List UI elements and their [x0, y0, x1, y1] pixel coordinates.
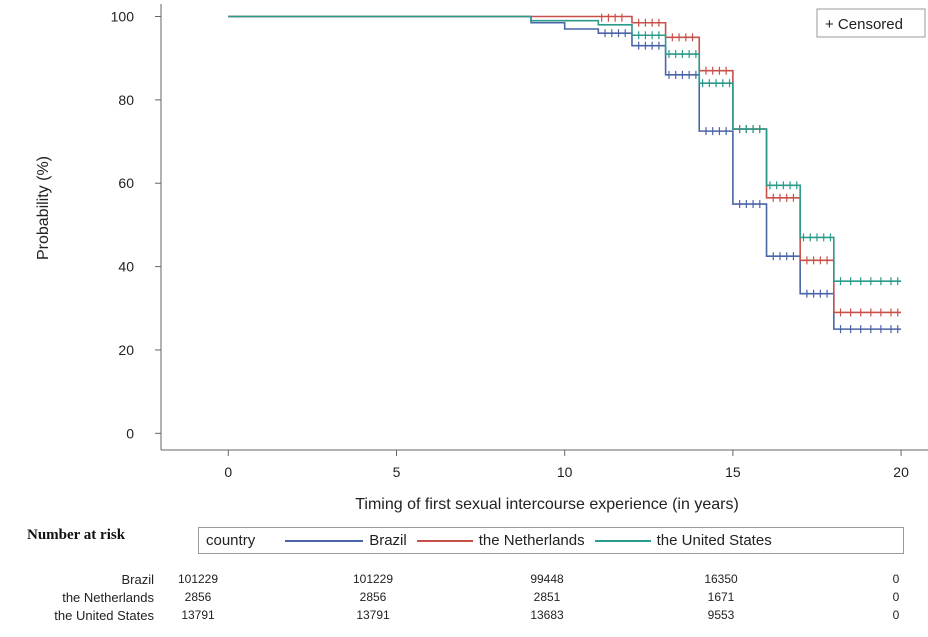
- risk-cell: 16350: [704, 572, 738, 586]
- legend-swatch-netherlands: [416, 539, 473, 542]
- censored-legend: + Censored: [816, 8, 926, 38]
- series-brazil: [228, 15, 902, 334]
- risk-cell: 101229: [352, 572, 394, 586]
- risk-row-united-states: the United States 13791 13791 13683 9553…: [0, 608, 928, 626]
- censored-legend-label: + Censored: [825, 16, 903, 33]
- legend-title: country: [206, 532, 256, 549]
- legend-entry-brazil: Brazil: [285, 532, 407, 549]
- risk-cell: 9553: [707, 608, 735, 622]
- number-at-risk-title: Number at risk: [27, 527, 126, 543]
- y-tick-label: 60: [118, 175, 134, 191]
- x-tick-label: 10: [557, 464, 573, 480]
- risk-cell: 99448: [530, 572, 564, 586]
- y-tick-label: 80: [118, 92, 134, 108]
- y-tick-label: 40: [118, 259, 134, 275]
- y-axis-title: Probability (%): [35, 156, 52, 260]
- country-legend: country Brazil the Netherlands the Unite…: [198, 527, 904, 554]
- risk-row-label: Brazil: [121, 572, 154, 587]
- risk-cell: 1671: [707, 590, 735, 604]
- series-the-united-states: [228, 15, 902, 286]
- risk-row-label: the Netherlands: [62, 590, 154, 605]
- risk-cell: 2856: [359, 590, 387, 604]
- risk-cell: 13791: [181, 608, 215, 622]
- plot-axes: 0 20 40 60 80 100 0 5 10 15 20: [111, 4, 928, 480]
- y-tick-label: 100: [111, 9, 135, 25]
- risk-row-label: the United States: [54, 608, 154, 623]
- legend-swatch-brazil: [285, 539, 364, 542]
- risk-table: Brazil 101229 101229 99448 16350 0 the N…: [0, 572, 928, 626]
- risk-row-brazil: Brazil 101229 101229 99448 16350 0: [0, 572, 928, 590]
- x-tick-label: 0: [224, 464, 232, 480]
- risk-cell: 13683: [530, 608, 564, 622]
- legend-label-netherlands: the Netherlands: [478, 532, 585, 549]
- legend-entry-united-states: the United States: [594, 532, 772, 549]
- x-tick-label: 20: [893, 464, 909, 480]
- survival-curve-line: [228, 15, 902, 282]
- y-tick-label: 0: [126, 425, 134, 441]
- legend-label-brazil: Brazil: [369, 532, 407, 549]
- y-tick-label: 20: [118, 342, 134, 358]
- risk-cell: 0: [892, 590, 900, 604]
- survival-curve-line: [228, 15, 902, 330]
- legend-swatch-united-states: [594, 539, 651, 542]
- risk-cell: 2856: [184, 590, 212, 604]
- survival-chart: 0 20 40 60 80 100 0 5 10 15 20 + Censored Timing o…: [35, 4, 928, 513]
- legend-entry-netherlands: the Netherlands: [416, 532, 585, 549]
- risk-cell: 101229: [177, 572, 219, 586]
- legend-label-united-states: the United States: [656, 532, 772, 549]
- x-tick-label: 5: [393, 464, 401, 480]
- series-layer: [228, 13, 902, 334]
- x-axis-title: Timing of first sexual intercourse exper…: [355, 496, 739, 513]
- censored-legend-box: [816, 8, 926, 38]
- risk-cell: 2851: [533, 590, 561, 604]
- risk-cell: 13791: [356, 608, 390, 622]
- risk-row-netherlands: the Netherlands 2856 2856 2851 1671 0: [0, 590, 928, 608]
- risk-cell: 0: [892, 608, 900, 622]
- risk-cell: 0: [892, 572, 900, 586]
- x-tick-label: 15: [725, 464, 741, 480]
